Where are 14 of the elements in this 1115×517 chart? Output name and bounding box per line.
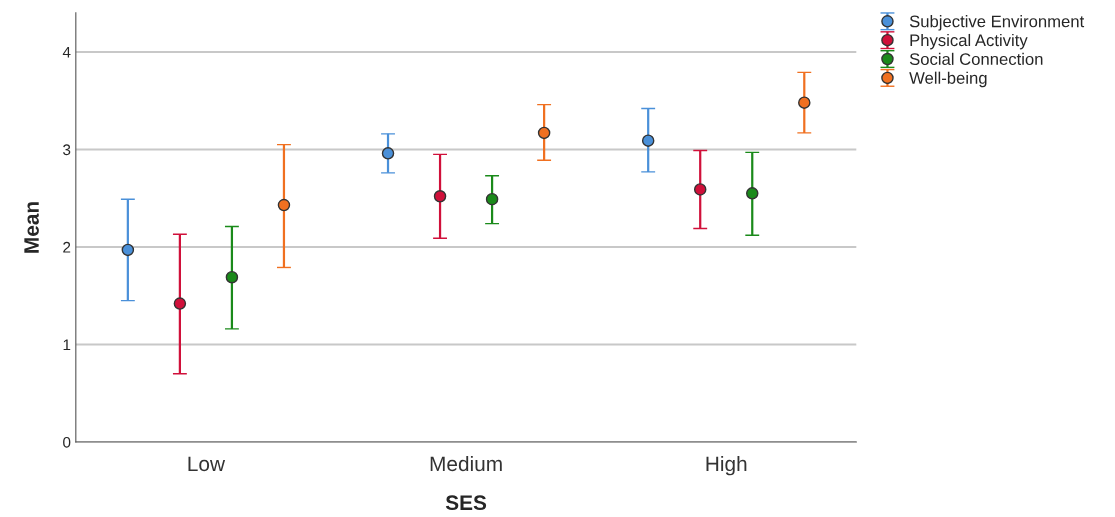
y-tick-label: 2: [63, 241, 71, 253]
y-tick-label: 3: [63, 144, 71, 156]
y-axis-title: Mean: [24, 202, 39, 253]
x-tick-label: Low: [188, 456, 226, 472]
x-tick-label: Medium: [430, 455, 502, 472]
legend-label: Well-being: [909, 71, 987, 88]
legend-label: Subjective Environment: [909, 15, 1085, 31]
y-tick-label: 4: [62, 46, 71, 58]
y-tick-label: 0: [63, 436, 71, 448]
legend-label: Social Connection: [909, 52, 1043, 66]
legend-label: Physical Activity: [910, 33, 1028, 50]
y-tick-label: 1: [63, 339, 71, 351]
x-tick-label: High: [706, 455, 747, 476]
x-axis-title: SES: [445, 495, 487, 511]
